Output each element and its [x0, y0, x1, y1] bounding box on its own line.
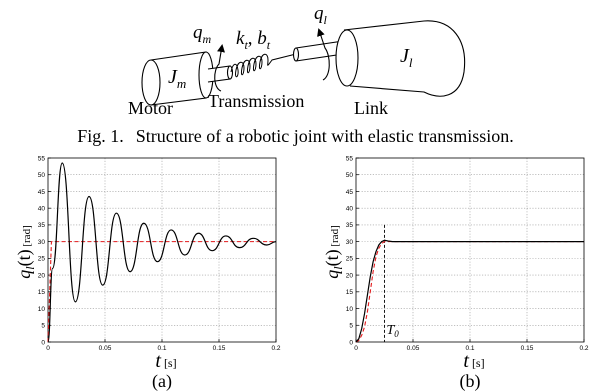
- figure-caption: Fig. 1. Structure of a robotic joint with…: [0, 126, 591, 146]
- y-axis-label: ql(t) [rad]: [322, 225, 345, 278]
- y-tick-label: 45: [38, 189, 46, 196]
- subfigure-label: (a): [152, 371, 172, 392]
- reference-series-line: [355, 241, 584, 343]
- y-tick-label: 35: [346, 222, 354, 229]
- y-tick-label: 10: [346, 306, 354, 313]
- y-tick-label: 30: [38, 239, 46, 246]
- y-tick-label: 5: [349, 323, 353, 330]
- spring-params-label: kt, bt: [236, 28, 271, 52]
- y-tick-label: 50: [346, 172, 354, 179]
- ql-label: ql: [314, 3, 328, 27]
- response-series-line: [355, 239, 584, 343]
- qm-rotation-arrow: [214, 44, 225, 92]
- plot-frame: [47, 157, 277, 343]
- subfigure-label: (b): [460, 371, 481, 392]
- x-axis-label: t [s]: [463, 350, 484, 372]
- plot-frame: [355, 157, 585, 343]
- y-tick-label: 15: [346, 289, 354, 296]
- response-series-line: [47, 162, 277, 343]
- x-tick-label: 0: [46, 345, 50, 352]
- reference-series-line: [47, 241, 276, 343]
- y-tick-label: 50: [38, 172, 46, 179]
- y-tick-label: 20: [38, 272, 46, 279]
- spring-drawing: [230, 53, 297, 78]
- motor-drawing: [141, 51, 234, 106]
- y-tick-label: 40: [346, 205, 354, 212]
- settling-time-label: T0: [387, 323, 400, 339]
- x-tick-label: 0.15: [213, 345, 226, 352]
- transmission-label: Transmission: [208, 91, 304, 111]
- y-tick-label: 30: [346, 239, 354, 246]
- y-tick-label: 55: [38, 155, 46, 162]
- x-tick-label: 0.1: [465, 345, 474, 352]
- y-tick-label: 15: [38, 289, 46, 296]
- motor-inertia-label: Jm: [168, 66, 186, 91]
- y-tick-label: 10: [38, 306, 46, 313]
- ql-rotation-arrow: [317, 28, 330, 81]
- x-tick-label: 0.1: [157, 345, 166, 352]
- y-tick-label: 25: [346, 256, 354, 263]
- caption-number: Fig. 1.: [77, 126, 124, 146]
- link-inertia-label: Jl: [400, 45, 413, 70]
- y-tick-label: 25: [38, 256, 46, 263]
- x-tick-label: 0.2: [579, 345, 588, 352]
- y-tick-label: 45: [346, 189, 354, 196]
- robotic-joint-diagram: Jm Jl qm ql kt, bt Motor Transmission Li…: [128, 3, 466, 118]
- y-tick-label: 35: [38, 222, 46, 229]
- x-tick-label: 0.05: [99, 345, 112, 352]
- link-label: Link: [354, 98, 388, 118]
- qm-label: qm: [193, 22, 212, 46]
- x-tick-label: 0.05: [407, 345, 420, 352]
- motor-label: Motor: [128, 98, 173, 118]
- y-tick-label: 20: [346, 272, 354, 279]
- y-tick-label: 55: [346, 155, 354, 162]
- x-tick-label: 0.2: [271, 345, 280, 352]
- y-tick-label: 0: [349, 339, 353, 346]
- x-tick-label: 0: [354, 345, 358, 352]
- link-drawing: [292, 20, 466, 97]
- y-axis-label: ql(t) [rad]: [14, 225, 37, 278]
- caption-text: Structure of a robotic joint with elasti…: [135, 126, 514, 146]
- x-axis-label: t [s]: [155, 350, 176, 372]
- x-tick-label: 0.15: [521, 345, 534, 352]
- y-tick-label: 0: [41, 339, 45, 346]
- y-tick-label: 40: [38, 205, 46, 212]
- y-tick-label: 5: [41, 323, 45, 330]
